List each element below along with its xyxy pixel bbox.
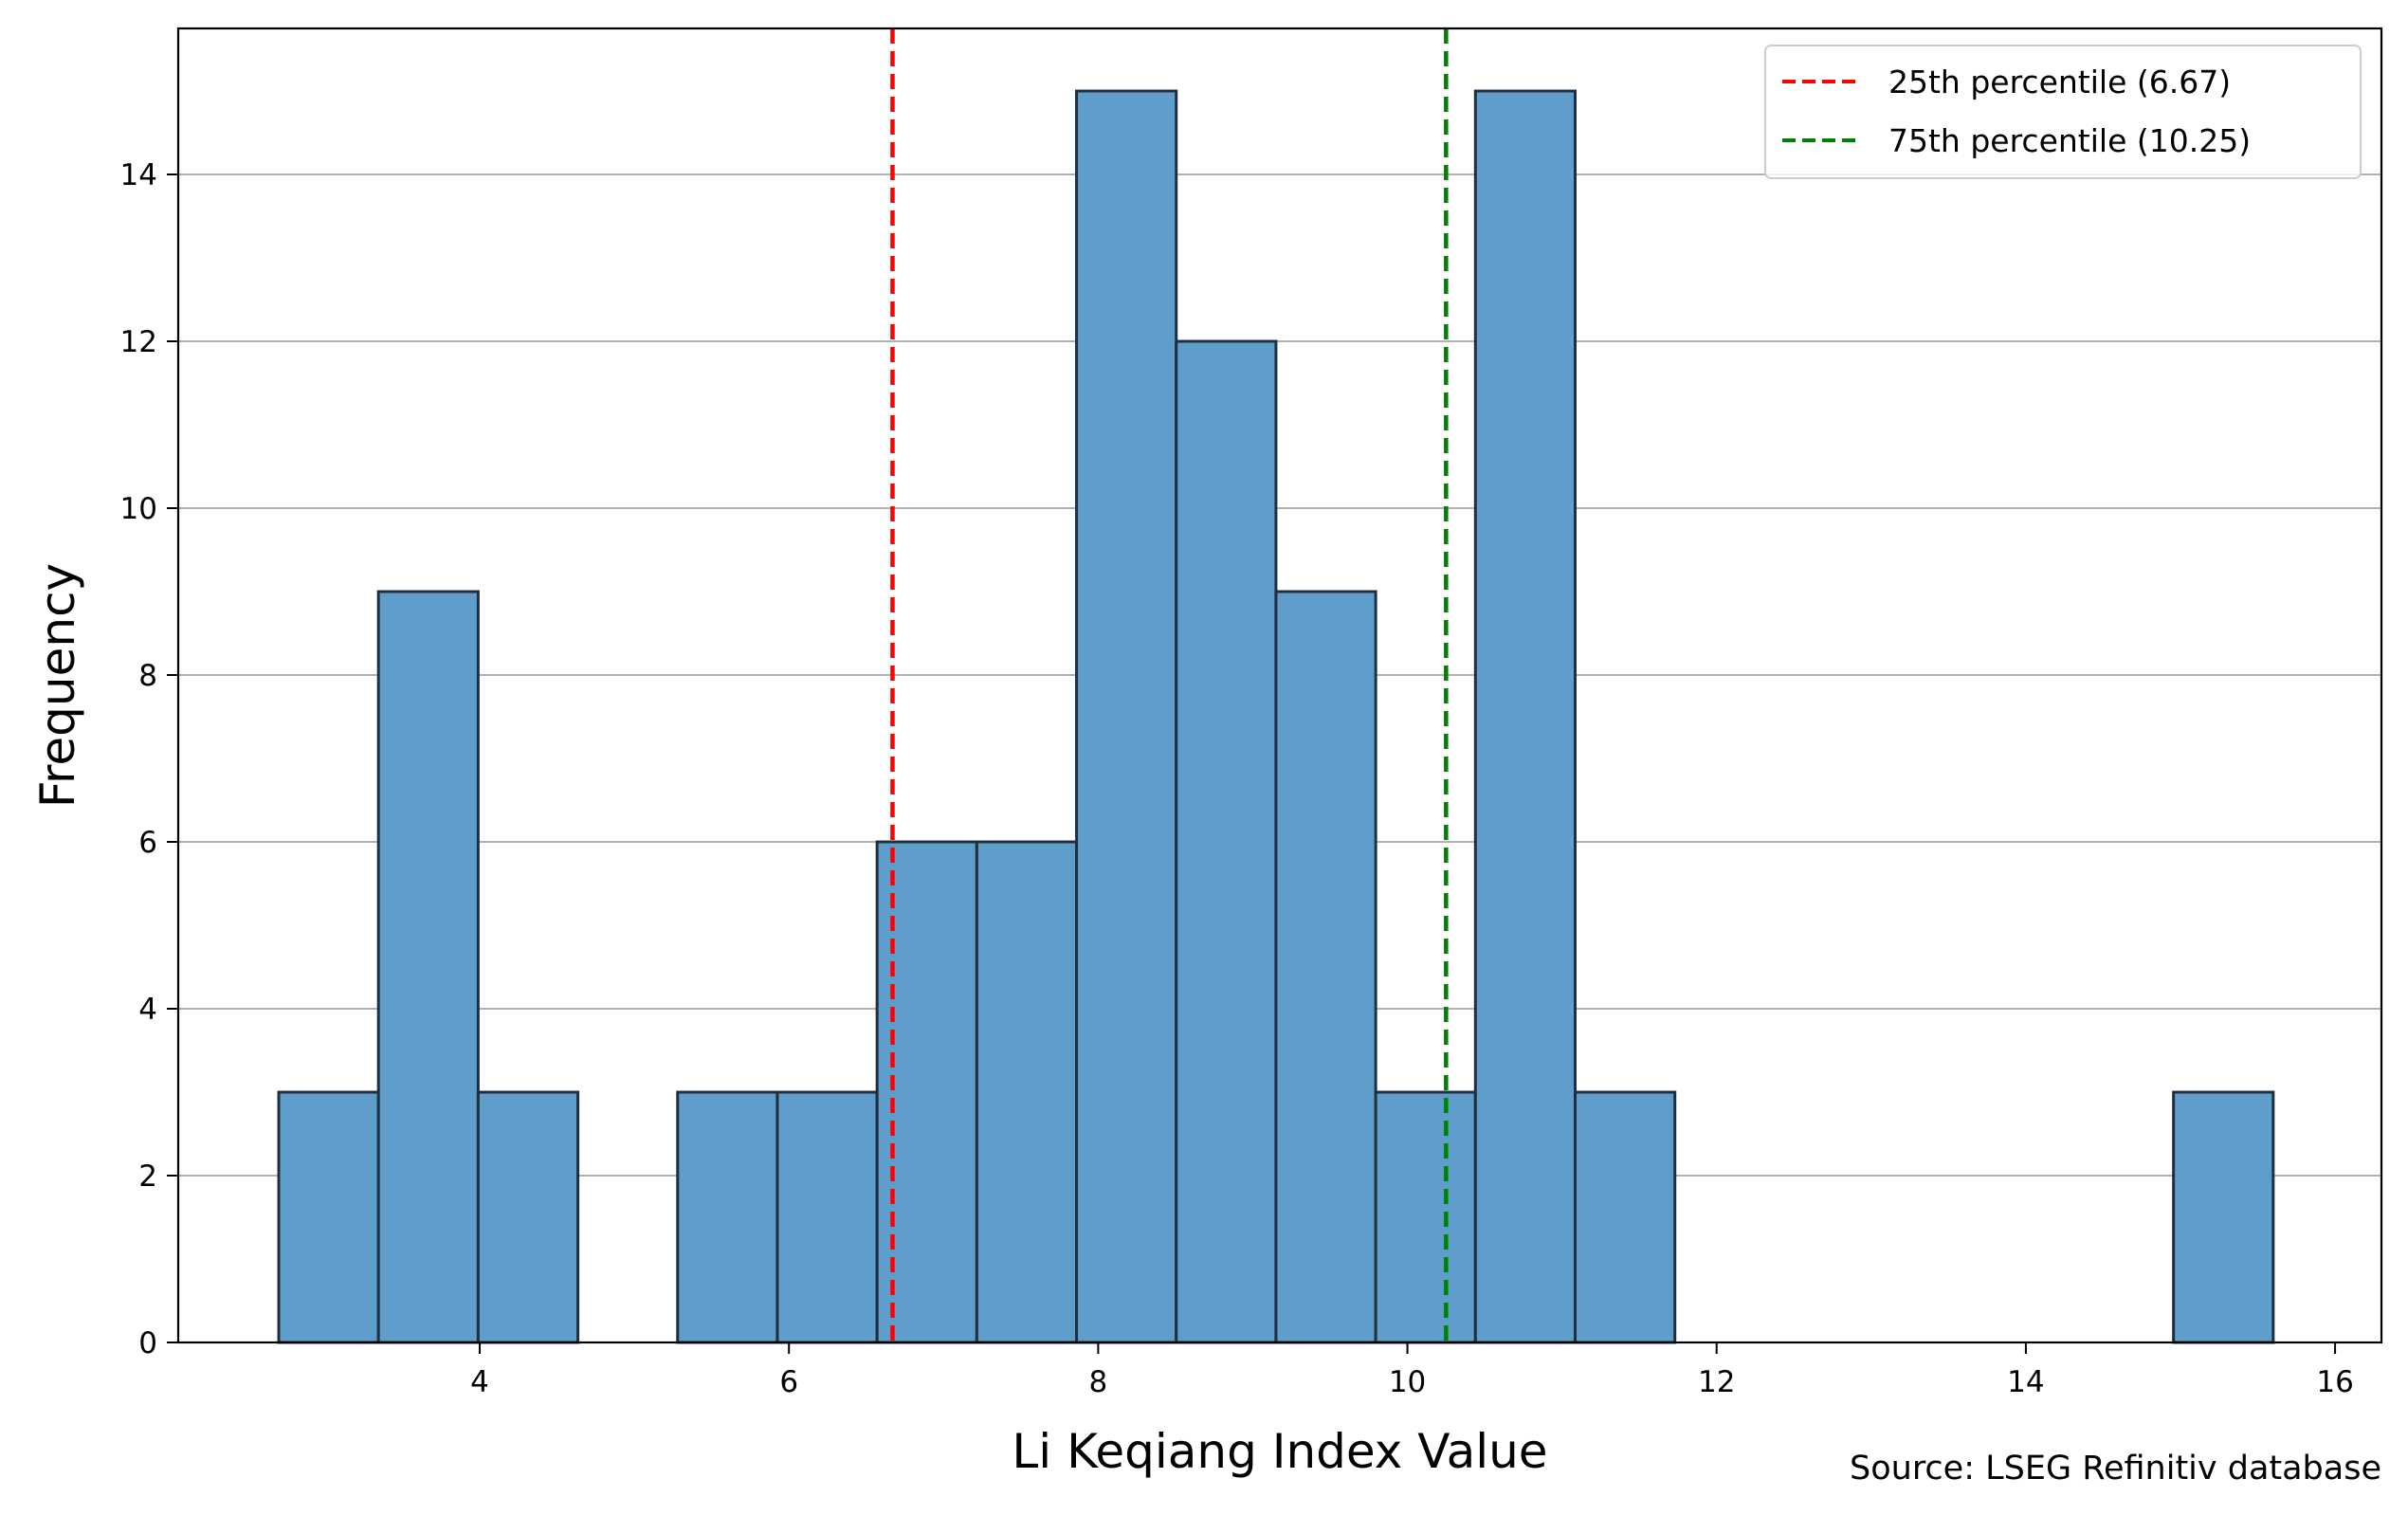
- y-tick-label-14: 14: [120, 158, 157, 192]
- legend: 25th percentile (6.67) 75th percentile (…: [1764, 45, 2362, 179]
- x-tick-label-8: 8: [1089, 1365, 1108, 1399]
- x-axis-title: Li Keqiang Index Value: [1012, 1424, 1547, 1479]
- histogram-bar-5: [775, 1090, 879, 1344]
- x-tick-label-4: 4: [470, 1365, 489, 1399]
- legend-label-25th: 25th percentile (6.67): [1888, 64, 2231, 100]
- legend-box: [1764, 45, 2362, 179]
- histogram-bar-2: [476, 1090, 580, 1344]
- plot-area-frame: [176, 27, 2383, 1344]
- x-tick-label-10: 10: [1389, 1365, 1426, 1399]
- histogram-bar-10: [1274, 590, 1377, 1344]
- histogram-bars: [277, 89, 2275, 1344]
- x-tick-label-16: 16: [2316, 1365, 2353, 1399]
- x-tick-label-6: 6: [779, 1365, 798, 1399]
- histogram-bar-19: [2172, 1090, 2275, 1344]
- histogram-bar-13: [1573, 1090, 1677, 1344]
- histogram-bar-7: [975, 840, 1079, 1344]
- y-tick-label-8: 8: [138, 659, 157, 693]
- legend-label-75th: 75th percentile (10.25): [1888, 122, 2251, 159]
- y-tick-label-10: 10: [120, 492, 157, 526]
- source-note: Source: LSEG Refinitiv database: [1850, 1450, 2381, 1488]
- y-tick-label-6: 6: [138, 826, 157, 860]
- x-axis-ticks: 4 6 8 10 12 14 16: [470, 1342, 2354, 1399]
- y-tick-label-2: 2: [138, 1159, 157, 1194]
- y-tick-label-12: 12: [120, 325, 157, 359]
- histogram-bar-12: [1473, 89, 1577, 1344]
- y-axis-title: Frequency: [30, 563, 85, 808]
- histogram-bar-0: [277, 1090, 380, 1344]
- y-tick-label-0: 0: [138, 1326, 157, 1360]
- histogram-bar-9: [1175, 339, 1278, 1344]
- histogram-bar-11: [1374, 1090, 1477, 1344]
- x-tick-label-14: 14: [2007, 1365, 2044, 1399]
- histogram-bar-1: [376, 590, 480, 1344]
- percentile-lines: [890, 28, 1449, 1342]
- histogram-bar-8: [1075, 89, 1178, 1344]
- histogram-bar-4: [676, 1090, 779, 1344]
- y-tick-label-4: 4: [138, 993, 157, 1027]
- x-tick-label-12: 12: [1698, 1365, 1735, 1399]
- y-axis-ticks: 0 2 4 6 8 10 12 14: [120, 158, 178, 1360]
